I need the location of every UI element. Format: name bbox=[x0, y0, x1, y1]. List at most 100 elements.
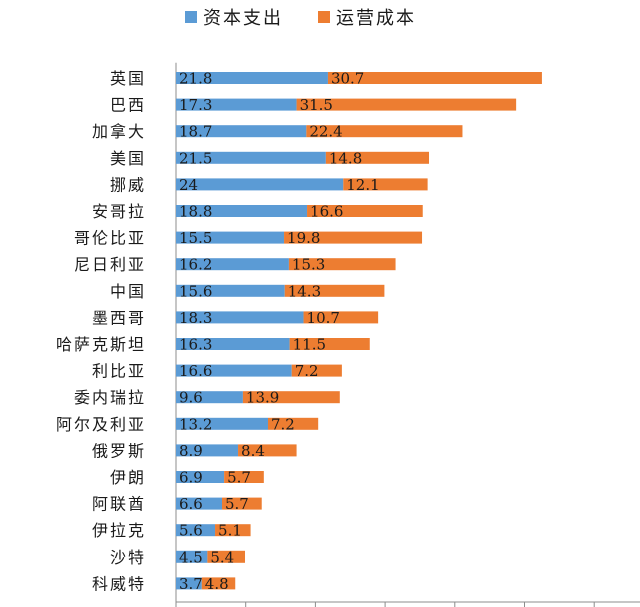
bar-series-1-3 bbox=[176, 151, 326, 164]
data-label-series-1-10: 16.3 bbox=[179, 336, 212, 354]
bar-series-1-13 bbox=[176, 417, 269, 430]
bar-series-1-6 bbox=[176, 231, 285, 244]
category-label-6: 哥伦比亚 bbox=[74, 229, 146, 248]
bar-series-2-16 bbox=[222, 497, 262, 510]
data-label-series-1-2: 18.7 bbox=[179, 123, 212, 141]
bar-series-1-17 bbox=[176, 524, 216, 537]
bar-series-1-0 bbox=[176, 72, 328, 84]
category-label-5: 安哥拉 bbox=[92, 202, 146, 221]
legend-label-series-1: 资本支出 bbox=[203, 8, 283, 29]
data-label-series-1-6: 15.5 bbox=[179, 229, 212, 247]
category-label-7: 尼日利亚 bbox=[74, 255, 146, 274]
data-label-series-2-17: 5.1 bbox=[218, 522, 242, 540]
bar-series-2-19 bbox=[201, 577, 236, 590]
category-label-9: 墨西哥 bbox=[92, 308, 146, 327]
data-label-series-1-7: 16.2 bbox=[179, 256, 212, 274]
bar-series-2-8 bbox=[284, 284, 385, 297]
data-label-series-2-5: 16.6 bbox=[310, 203, 343, 221]
bar-series-2-18 bbox=[207, 550, 246, 563]
data-label-series-1-17: 5.6 bbox=[179, 522, 203, 540]
data-label-series-2-9: 10.7 bbox=[307, 309, 340, 327]
data-label-series-1-15: 6.9 bbox=[179, 469, 203, 487]
data-label-series-1-18: 4.5 bbox=[179, 548, 203, 566]
bar-series-1-4 bbox=[176, 178, 344, 191]
data-label-series-2-8: 14.3 bbox=[288, 282, 321, 300]
data-label-series-2-12: 13.9 bbox=[246, 389, 279, 407]
data-label-series-2-3: 14.8 bbox=[329, 149, 362, 167]
data-label-series-2-13: 7.2 bbox=[271, 415, 295, 433]
bar-series-1-14 bbox=[176, 444, 239, 457]
bar-series-2-13 bbox=[268, 417, 319, 430]
data-label-series-2-10: 11.5 bbox=[293, 336, 326, 354]
bar-series-1-10 bbox=[176, 338, 290, 350]
data-label-series-2-6: 19.8 bbox=[287, 229, 320, 247]
category-label-10: 哈萨克斯坦 bbox=[56, 335, 146, 354]
data-label-series-1-9: 18.3 bbox=[179, 309, 212, 327]
bar-series-1-11 bbox=[176, 364, 292, 377]
bar-series-1-9 bbox=[176, 311, 304, 324]
data-label-series-2-19: 4.8 bbox=[205, 575, 229, 593]
bar-series-1-5 bbox=[176, 205, 308, 217]
chart-value-labels: 21.8 30.7 17.3 31.5 18.7 22.4 21.5 14.8 24 12.1 18… bbox=[179, 70, 380, 593]
bar-series-1-19 bbox=[176, 577, 202, 590]
category-label-12: 委内瑞拉 bbox=[74, 388, 146, 407]
category-label-19: 科威特 bbox=[92, 574, 146, 593]
data-label-series-2-0: 30.7 bbox=[331, 70, 364, 88]
data-label-series-2-11: 7.2 bbox=[295, 362, 319, 380]
bar-series-2-5 bbox=[307, 205, 423, 217]
legend-label-series-2: 运营成本 bbox=[336, 8, 416, 29]
category-label-17: 伊拉克 bbox=[92, 521, 146, 540]
category-label-13: 阿尔及利亚 bbox=[56, 415, 146, 434]
bar-series-2-10 bbox=[289, 338, 370, 350]
data-label-series-1-3: 21.5 bbox=[179, 149, 212, 167]
data-label-series-1-0: 21.8 bbox=[179, 70, 212, 88]
bar-series-2-15 bbox=[224, 471, 264, 483]
data-label-series-1-4: 24 bbox=[179, 176, 198, 194]
data-label-series-2-7: 15.3 bbox=[292, 256, 325, 274]
category-label-15: 伊朗 bbox=[110, 468, 146, 487]
category-label-16: 阿联酋 bbox=[92, 495, 146, 514]
category-label-4: 挪威 bbox=[110, 175, 146, 194]
data-label-series-1-1: 17.3 bbox=[179, 96, 212, 114]
category-label-14: 俄罗斯 bbox=[92, 441, 146, 460]
category-label-1: 巴西 bbox=[110, 96, 146, 115]
data-label-series-1-13: 13.2 bbox=[179, 415, 212, 433]
legend-swatch-series-2 bbox=[318, 11, 330, 23]
data-label-series-1-16: 6.6 bbox=[179, 495, 203, 513]
data-label-series-1-8: 15.6 bbox=[179, 282, 212, 300]
category-label-0: 英国 bbox=[110, 69, 146, 88]
data-label-series-1-19: 3.7 bbox=[179, 575, 203, 593]
data-label-series-2-4: 12.1 bbox=[346, 176, 379, 194]
bar-series-1-2 bbox=[176, 125, 307, 138]
bar-series-2-6 bbox=[284, 231, 423, 244]
bar-series-2-4 bbox=[343, 178, 428, 191]
data-label-series-1-5: 18.8 bbox=[179, 203, 212, 221]
data-label-series-1-11: 16.6 bbox=[179, 362, 212, 380]
bar-series-2-17 bbox=[215, 524, 251, 537]
data-label-series-2-15: 5.7 bbox=[227, 469, 251, 487]
chart-category-labels: 英国巴西加拿大美国挪威安哥拉哥伦比亚尼日利亚中国墨西哥哈萨克斯坦利比亚委内瑞拉阿… bbox=[56, 69, 146, 593]
bar-series-2-0 bbox=[327, 72, 542, 84]
bar-series-2-9 bbox=[303, 311, 379, 324]
bar-series-2-11 bbox=[291, 364, 342, 377]
data-label-series-2-1: 31.5 bbox=[300, 96, 333, 114]
category-label-2: 加拿大 bbox=[92, 122, 146, 141]
bar-series-2-7 bbox=[288, 258, 396, 271]
category-label-18: 沙特 bbox=[110, 548, 146, 567]
data-label-series-2-2: 22.4 bbox=[309, 123, 342, 141]
data-label-series-2-18: 5.4 bbox=[210, 548, 234, 566]
chart-bars bbox=[176, 72, 542, 590]
bar-series-1-7 bbox=[176, 258, 289, 271]
bar-series-1-12 bbox=[176, 391, 243, 404]
category-label-3: 美国 bbox=[110, 149, 146, 168]
category-label-8: 中国 bbox=[110, 282, 146, 301]
bar-series-2-14 bbox=[238, 444, 297, 457]
bar-series-2-3 bbox=[325, 151, 430, 164]
bar-series-1-16 bbox=[176, 497, 223, 510]
bar-series-1-18 bbox=[176, 550, 208, 563]
bar-series-1-15 bbox=[176, 471, 225, 483]
legend-swatch-series-1 bbox=[185, 11, 197, 23]
chart-legend: 资本支出 运营成本 bbox=[185, 8, 416, 29]
bar-series-1-1 bbox=[176, 98, 297, 111]
